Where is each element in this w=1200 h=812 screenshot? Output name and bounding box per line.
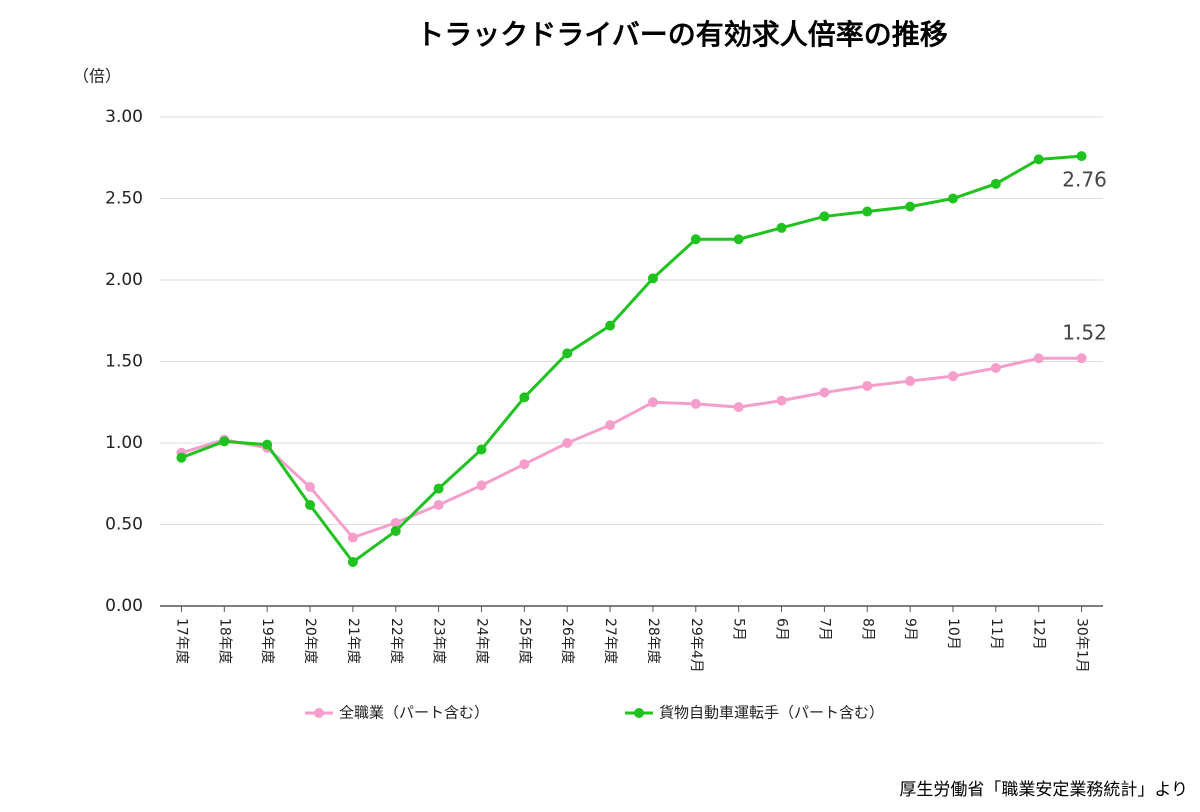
data-point xyxy=(305,482,316,493)
legend-marker xyxy=(314,708,324,718)
data-point xyxy=(690,398,701,409)
data-point xyxy=(605,320,616,331)
x-tick-label: 22年度 xyxy=(388,618,404,664)
data-point xyxy=(862,380,873,391)
data-label: 2.76 xyxy=(1062,168,1107,192)
data-label: 1.52 xyxy=(1062,321,1107,345)
data-point xyxy=(562,438,573,448)
data-point xyxy=(1033,353,1044,364)
x-tick-label: 23年度 xyxy=(431,618,447,664)
data-point xyxy=(219,436,230,447)
data-point xyxy=(905,376,916,387)
data-point xyxy=(1076,353,1087,364)
y-tick-label: 2.00 xyxy=(105,270,143,290)
x-tick-label: 12月 xyxy=(1031,618,1047,650)
data-point xyxy=(305,499,316,510)
x-tick-label: 28年度 xyxy=(645,618,661,664)
data-point xyxy=(519,392,530,403)
data-point xyxy=(990,178,1001,189)
x-tick-label: 21年度 xyxy=(345,618,361,664)
data-point xyxy=(476,480,487,491)
data-point xyxy=(733,402,744,413)
data-point xyxy=(1076,151,1087,162)
data-point xyxy=(605,420,616,431)
data-point xyxy=(862,206,873,217)
x-tick-label: 27年度 xyxy=(602,618,618,664)
data-point xyxy=(1033,154,1044,165)
data-point xyxy=(776,395,787,406)
x-tick-label: 29年4月 xyxy=(688,618,704,673)
data-point xyxy=(819,387,830,398)
x-tick-label: 17年度 xyxy=(173,618,189,664)
data-point xyxy=(905,201,916,212)
y-axis-label: （倍） xyxy=(73,67,121,86)
series-line xyxy=(180,154,1082,565)
x-tick-label: 30年1月 xyxy=(1074,618,1090,673)
data-point xyxy=(433,499,444,510)
y-tick-label: 1.00 xyxy=(105,433,143,453)
data-point xyxy=(390,526,401,537)
series-line xyxy=(180,356,1082,540)
data-point xyxy=(690,234,701,245)
x-tick-label: 26年度 xyxy=(559,618,575,664)
x-tick-label: 19年度 xyxy=(259,618,275,664)
x-tick-label: 5月 xyxy=(731,618,747,641)
data-point xyxy=(647,273,658,284)
data-point xyxy=(476,444,487,455)
data-point xyxy=(819,211,830,222)
y-tick-label: 2.50 xyxy=(105,189,143,209)
legend-label: 貨物自動車運転手（パート含む） xyxy=(659,704,884,722)
data-point xyxy=(947,371,958,382)
x-tick-label: 20年度 xyxy=(302,618,318,664)
y-tick-label: 3.00 xyxy=(105,107,143,127)
data-point xyxy=(562,348,573,359)
data-point xyxy=(647,397,658,408)
data-point xyxy=(733,234,744,245)
x-tick-label: 18年度 xyxy=(216,618,232,664)
x-tick-label: 11月 xyxy=(988,618,1004,650)
data-point xyxy=(347,556,358,567)
y-tick-label: 0.50 xyxy=(105,515,143,535)
data-point xyxy=(776,222,787,233)
data-point xyxy=(947,193,958,204)
chart-title: トラックドライバーの有効求人倍率の推移 xyxy=(416,18,947,51)
x-tick-label: 24年度 xyxy=(473,618,489,664)
data-point xyxy=(390,517,401,528)
data-point xyxy=(176,452,187,463)
data-point xyxy=(433,483,444,494)
x-tick-label: 10月 xyxy=(945,618,961,650)
legend-label: 全職業（パート含む） xyxy=(339,704,489,722)
x-tick-label: 6月 xyxy=(774,618,790,641)
data-point xyxy=(519,459,530,470)
x-tick-label: 9月 xyxy=(902,618,918,641)
x-tick-label: 7月 xyxy=(816,618,832,641)
data-point xyxy=(262,439,273,450)
y-tick-label: 0.00 xyxy=(105,596,143,616)
data-point xyxy=(990,363,1001,374)
y-tick-label: 1.50 xyxy=(105,352,143,372)
x-tick-label: 25年度 xyxy=(516,618,532,664)
data-point xyxy=(347,532,358,543)
x-tick-label: 8月 xyxy=(859,618,875,641)
source-note: 厚生労働省「職業安定業務統計」より xyxy=(899,780,1188,800)
legend-marker xyxy=(634,708,644,718)
